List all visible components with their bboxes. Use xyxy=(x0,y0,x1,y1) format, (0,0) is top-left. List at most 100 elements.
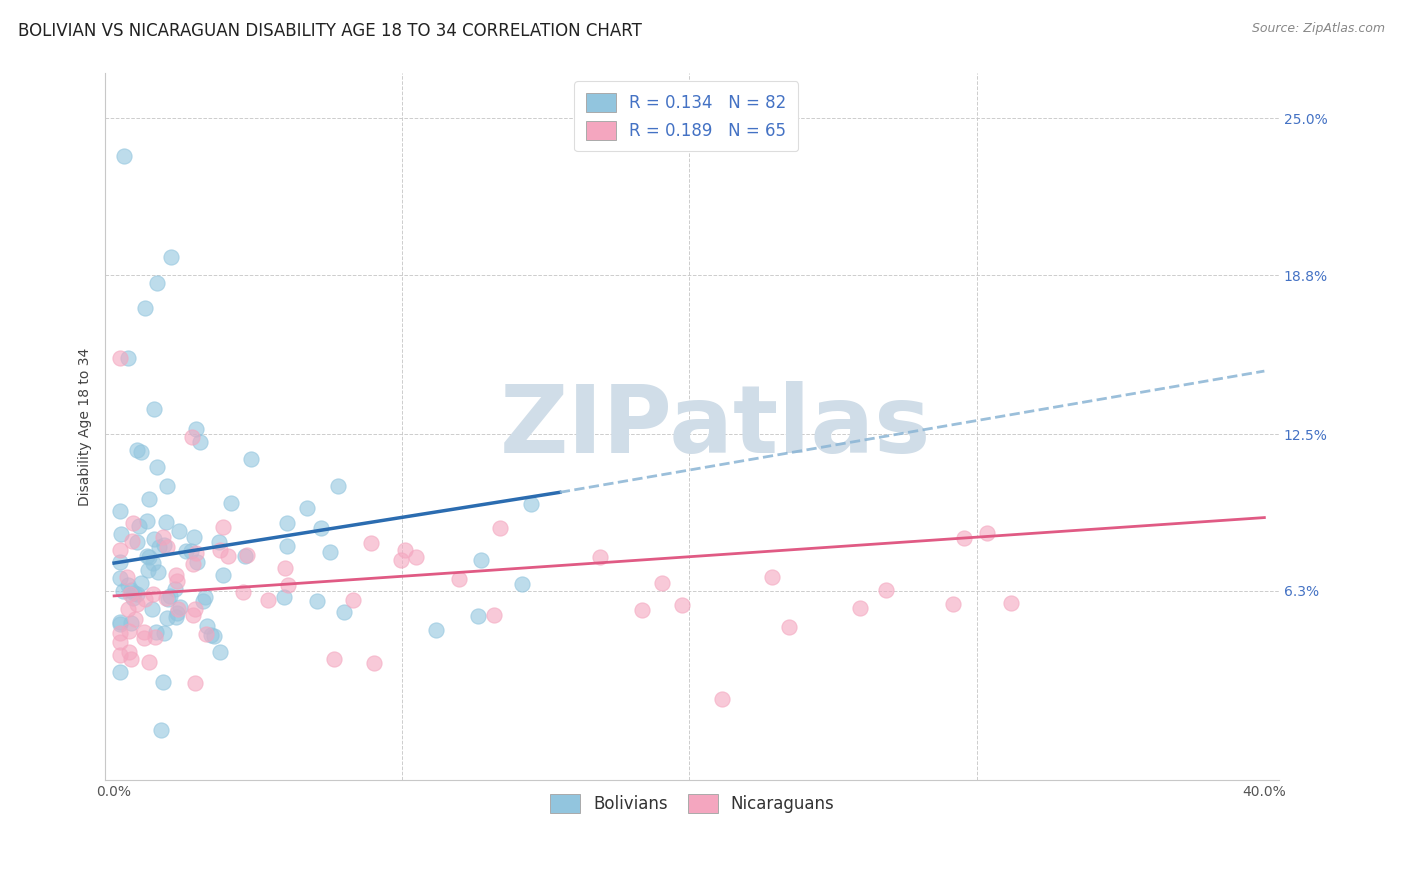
Point xyxy=(510,576,533,591)
Point xyxy=(467,608,489,623)
Point xyxy=(165,582,187,596)
Point xyxy=(138,655,160,669)
Point xyxy=(153,626,176,640)
Point xyxy=(447,572,470,586)
Point xyxy=(120,586,142,600)
Point xyxy=(120,616,142,631)
Point xyxy=(276,516,298,530)
Y-axis label: Disability Age 18 to 34: Disability Age 18 to 34 xyxy=(79,348,93,506)
Point xyxy=(108,504,131,518)
Point xyxy=(212,568,235,582)
Point xyxy=(166,574,188,588)
Point xyxy=(333,605,356,619)
Point xyxy=(273,561,295,575)
Point xyxy=(146,460,169,475)
Point xyxy=(1000,595,1022,609)
Point xyxy=(236,548,259,562)
Point xyxy=(121,533,143,548)
Point xyxy=(200,628,222,642)
Point xyxy=(631,603,654,617)
Point xyxy=(309,521,332,535)
Point xyxy=(942,597,965,611)
Point xyxy=(127,587,149,601)
Point xyxy=(111,584,134,599)
Point xyxy=(127,597,149,611)
Point xyxy=(146,276,169,290)
Point xyxy=(112,149,135,163)
Point xyxy=(141,601,163,615)
Point xyxy=(108,572,131,586)
Point xyxy=(142,532,165,546)
Point xyxy=(425,623,447,637)
Point xyxy=(136,549,159,563)
Point xyxy=(166,606,188,620)
Text: BOLIVIAN VS NICARAGUAN DISABILITY AGE 18 TO 34 CORRELATION CHART: BOLIVIAN VS NICARAGUAN DISABILITY AGE 18… xyxy=(18,22,643,40)
Point xyxy=(122,586,145,600)
Point xyxy=(273,591,295,605)
Point xyxy=(519,497,541,511)
Point xyxy=(651,575,673,590)
Point xyxy=(191,594,214,608)
Point xyxy=(120,652,142,666)
Point xyxy=(322,652,344,666)
Point xyxy=(176,544,198,558)
Point xyxy=(148,541,170,555)
Point xyxy=(181,608,204,623)
Point xyxy=(118,624,141,638)
Point xyxy=(484,608,506,623)
Point xyxy=(389,553,412,567)
Point xyxy=(232,584,254,599)
Point xyxy=(132,631,155,645)
Point xyxy=(295,500,318,515)
Point xyxy=(848,600,870,615)
Legend: Bolivians, Nicaraguans: Bolivians, Nicaraguans xyxy=(538,782,846,825)
Point xyxy=(165,609,187,624)
Point xyxy=(152,530,174,544)
Point xyxy=(108,617,131,632)
Point xyxy=(165,568,187,582)
Point xyxy=(138,550,160,565)
Point xyxy=(360,536,382,550)
Point xyxy=(122,591,145,606)
Point xyxy=(156,591,179,606)
Point xyxy=(153,538,176,552)
Point xyxy=(588,549,610,564)
Point xyxy=(124,612,146,626)
Point xyxy=(405,549,427,564)
Point xyxy=(761,569,783,583)
Point xyxy=(108,615,131,629)
Point xyxy=(143,401,166,416)
Point xyxy=(118,645,141,659)
Point xyxy=(152,675,174,690)
Point xyxy=(212,520,235,534)
Text: Source: ZipAtlas.com: Source: ZipAtlas.com xyxy=(1251,22,1385,36)
Point xyxy=(186,555,208,569)
Point xyxy=(129,445,152,459)
Point xyxy=(188,434,211,449)
Point xyxy=(159,590,181,604)
Point xyxy=(132,624,155,639)
Point xyxy=(156,611,179,625)
Point xyxy=(208,534,231,549)
Point xyxy=(976,525,998,540)
Point xyxy=(183,530,205,544)
Point xyxy=(277,578,299,592)
Point xyxy=(394,542,416,557)
Point xyxy=(489,521,512,535)
Point xyxy=(305,594,328,608)
Point xyxy=(257,593,280,607)
Point xyxy=(125,535,148,549)
Point xyxy=(117,351,139,366)
Point xyxy=(195,626,218,640)
Point xyxy=(169,599,191,614)
Point xyxy=(108,543,131,558)
Point xyxy=(135,514,157,528)
Point xyxy=(134,301,156,315)
Point xyxy=(120,583,142,598)
Point xyxy=(184,602,207,616)
Point xyxy=(108,665,131,679)
Point xyxy=(240,452,263,467)
Point xyxy=(180,430,202,444)
Point xyxy=(202,629,225,643)
Point xyxy=(155,591,177,606)
